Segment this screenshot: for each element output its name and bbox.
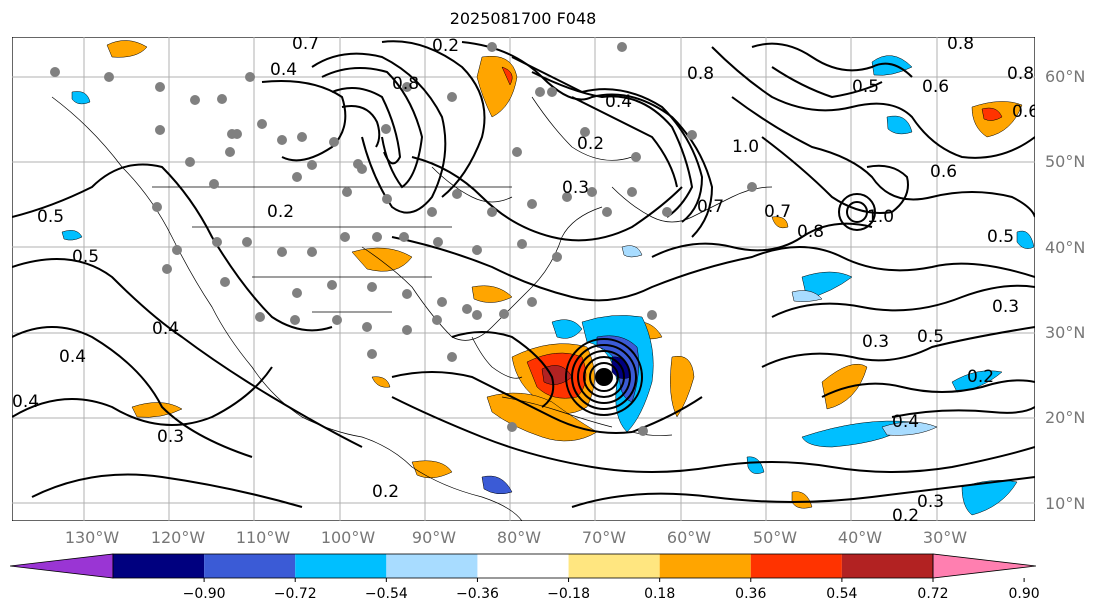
contour-label: 0.6 [930, 162, 957, 182]
contour-label: 0.4 [152, 319, 179, 339]
contour-label: 0.7 [697, 197, 724, 217]
contour-label: 0.2 [577, 134, 604, 154]
lat-label: 60°N [1045, 67, 1086, 86]
contour-label: 0.3 [992, 297, 1019, 317]
lon-label: 50°W [752, 528, 798, 547]
colorbar-segment [750, 554, 842, 578]
contour-label: 0.5 [917, 327, 944, 347]
contour-label: 0.3 [917, 492, 944, 512]
contour-label: 0.8 [1007, 64, 1034, 84]
contour-label: 0.2 [967, 367, 994, 387]
lon-label: 130°W [64, 528, 120, 547]
colorbar-segment [841, 554, 933, 578]
lon-label: 100°W [320, 528, 376, 547]
contour-label: 0.4 [892, 412, 919, 432]
contour-label: 0.2 [892, 506, 919, 521]
colorbar-tick-label: −0.36 [455, 586, 499, 602]
hurricane-center-marker [595, 368, 613, 386]
colorbar-extend-high [932, 553, 1036, 579]
lat-label: 50°N [1045, 152, 1086, 171]
coastlines [51, 96, 773, 521]
contour-label: 0.2 [372, 482, 399, 502]
lon-label: 70°W [581, 528, 627, 547]
lon-label: 30°W [922, 528, 968, 547]
colorbar-tick-label: −0.90 [182, 586, 226, 602]
contour-label: 0.8 [687, 64, 714, 84]
colorbar [10, 553, 1036, 582]
map-title: 2025081700 F048 [449, 9, 597, 28]
contour-lines [12, 40, 1035, 508]
contour-label: 0.5 [37, 207, 64, 227]
lat-label: 20°N [1045, 408, 1086, 427]
lat-label: 40°N [1045, 238, 1086, 257]
contour-label: 0.6 [922, 77, 949, 97]
contour-label: 0.3 [862, 332, 889, 352]
colorbar-segment [659, 554, 751, 578]
lon-label: 60°W [666, 528, 712, 547]
colorbar-segment [295, 554, 387, 578]
contour-label: 0.4 [270, 60, 297, 80]
contour-label: 0.8 [797, 222, 824, 242]
contour-label: 0.3 [157, 427, 184, 447]
map-panel[interactable]: 0.7 0.2 0.4 0.8 0.4 0.2 0.3 0.2 0.7 1.0 … [12, 37, 1035, 521]
colorbar-tick-label: 0.90 [1008, 586, 1040, 602]
contour-label: 0.3 [562, 178, 589, 198]
colorbar-extend-low [10, 553, 114, 579]
contour-label: 0.8 [947, 37, 974, 54]
contour-label: 0.2 [432, 37, 459, 56]
lon-label: 110°W [235, 528, 291, 547]
contour-label-group: 0.7 0.2 0.4 0.8 0.4 0.2 0.3 0.2 0.7 1.0 … [12, 37, 1035, 521]
lon-label: 40°W [837, 528, 883, 547]
lat-label: 10°N [1045, 494, 1086, 513]
contour-label: 0.4 [605, 92, 632, 112]
contour-label: 0.5 [987, 227, 1014, 247]
colorbar-segment [477, 554, 569, 578]
colorbar-tick-label: −0.72 [273, 586, 317, 602]
colorbar-segment [113, 554, 205, 578]
colorbar-segment [204, 554, 296, 578]
contour-label: 0.8 [392, 74, 419, 94]
colorbar-tick-label: 0.72 [917, 586, 949, 602]
contour-label: 0.5 [72, 247, 99, 267]
colorbar-tick-label: 0.36 [735, 586, 767, 602]
contour-label: 0.7 [764, 202, 791, 222]
contour-label: 0.7 [292, 37, 319, 54]
contour-label: 1.0 [867, 207, 894, 227]
contour-label: 0.4 [59, 347, 86, 367]
colorbar-segment [568, 554, 660, 578]
lon-label: 90°W [411, 528, 457, 547]
colorbar-segment [386, 554, 478, 578]
colorbar-tick-label: 0.54 [826, 586, 858, 602]
contour-label: 0.6 [1012, 102, 1035, 122]
colorbar-tick-label: −0.54 [364, 586, 408, 602]
colorbar-tick-label: −0.18 [547, 586, 590, 602]
contour-label: 0.5 [852, 77, 879, 97]
contour-label: 1.0 [732, 137, 759, 157]
colorbar-tick-label: 0.18 [644, 586, 676, 602]
station-dots [50, 42, 757, 436]
contour-label: 0.4 [12, 392, 39, 412]
lon-label: 120°W [150, 528, 206, 547]
lon-label: 80°W [496, 528, 542, 547]
lat-label: 30°N [1045, 323, 1086, 342]
contour-label: 0.2 [267, 202, 294, 222]
